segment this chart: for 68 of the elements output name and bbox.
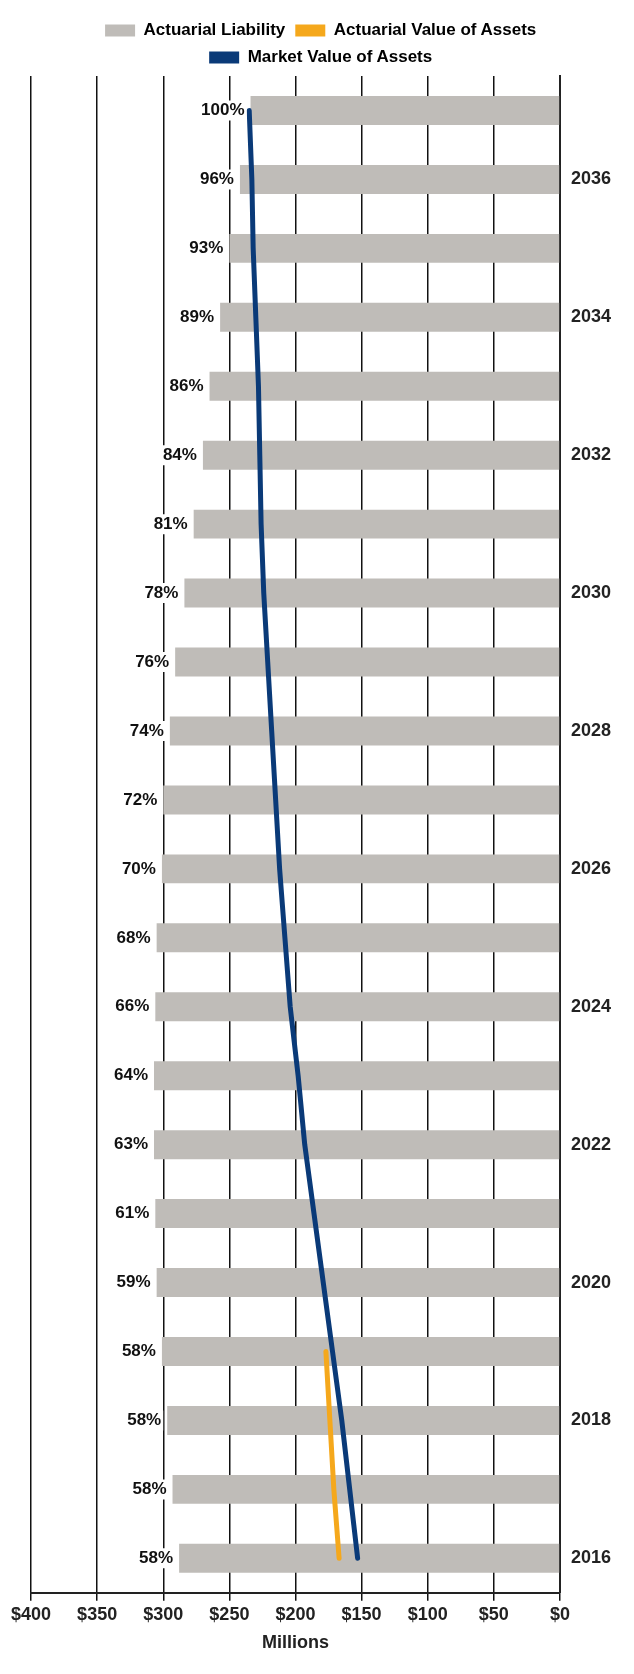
annotation: 61%: [115, 1203, 150, 1223]
bar: [175, 647, 560, 677]
annotation: 58%: [121, 1341, 156, 1361]
y-tick-label: 2028: [570, 719, 611, 740]
y-tick-label: 2032: [570, 444, 611, 465]
annotation: 93%: [189, 238, 224, 258]
annotation: 89%: [180, 307, 215, 326]
bar: [184, 578, 560, 608]
annotation: 58%: [127, 1410, 162, 1430]
y-tick-label: 2022: [570, 1133, 611, 1154]
bar: [156, 1268, 560, 1298]
bar: [167, 1405, 560, 1435]
annotation: 63%: [113, 1134, 149, 1154]
annotation: 70%: [121, 858, 156, 878]
y-tick-label: 2030: [570, 582, 611, 603]
annotation: 81%: [153, 513, 188, 533]
bar: [161, 1337, 560, 1366]
bar: [179, 1543, 560, 1573]
x-tick-label: $400: [11, 1603, 52, 1624]
bar: [155, 1199, 560, 1229]
annotation: 64%: [113, 1065, 149, 1085]
x-tick-label: $250: [209, 1603, 250, 1624]
legend-label: Market Value of Assets: [247, 47, 433, 67]
x-tick-label: $350: [77, 1603, 118, 1624]
annotation: 100%: [201, 100, 245, 120]
bar: [156, 923, 560, 953]
annotation: 74%: [129, 720, 164, 740]
x-tick-label: $0: [549, 1603, 570, 1624]
annotation: 59%: [116, 1272, 151, 1292]
bar: [209, 371, 560, 401]
annotation: 86%: [169, 375, 204, 395]
bar: [220, 302, 560, 332]
legend-label: Actuarial Value of Assets: [333, 20, 537, 40]
bar: [229, 233, 560, 263]
annotation: 78%: [144, 582, 179, 602]
annotation: 84%: [162, 444, 197, 464]
annotation: 68%: [116, 927, 151, 947]
x-tick-label: $150: [341, 1603, 382, 1624]
y-tick-label: 2016: [570, 1547, 611, 1568]
bar: [161, 854, 560, 884]
annotation: 58%: [132, 1479, 167, 1499]
bar: [202, 440, 560, 470]
annotation: 76%: [135, 651, 170, 671]
annotation: 58%: [139, 1548, 174, 1568]
x-tick-label: $200: [275, 1603, 316, 1624]
y-tick-label: 2036: [570, 168, 611, 189]
bar: [154, 1061, 560, 1091]
annotation: 96%: [199, 169, 234, 189]
x-tick-label: $50: [478, 1603, 509, 1624]
bar: [163, 785, 560, 815]
annotation: 72%: [123, 789, 158, 809]
annotation: 66%: [115, 996, 150, 1016]
bar: [155, 992, 560, 1022]
x-tick-label: $100: [407, 1603, 448, 1624]
bar: [250, 95, 560, 125]
x-axis-title: Millions: [261, 1632, 329, 1653]
y-tick-label: 2026: [570, 857, 611, 878]
y-tick-label: 2034: [570, 306, 611, 327]
bar: [193, 509, 560, 539]
y-tick-label: 2018: [570, 1409, 611, 1430]
x-tick-label: $300: [143, 1603, 184, 1624]
bar: [172, 1474, 560, 1504]
y-tick-label: 2024: [570, 995, 611, 1016]
y-tick-label: 2020: [570, 1271, 611, 1292]
bar: [169, 716, 560, 746]
legend-label: Actuarial Liability: [143, 20, 286, 40]
bar: [154, 1130, 560, 1160]
bar: [239, 164, 560, 194]
